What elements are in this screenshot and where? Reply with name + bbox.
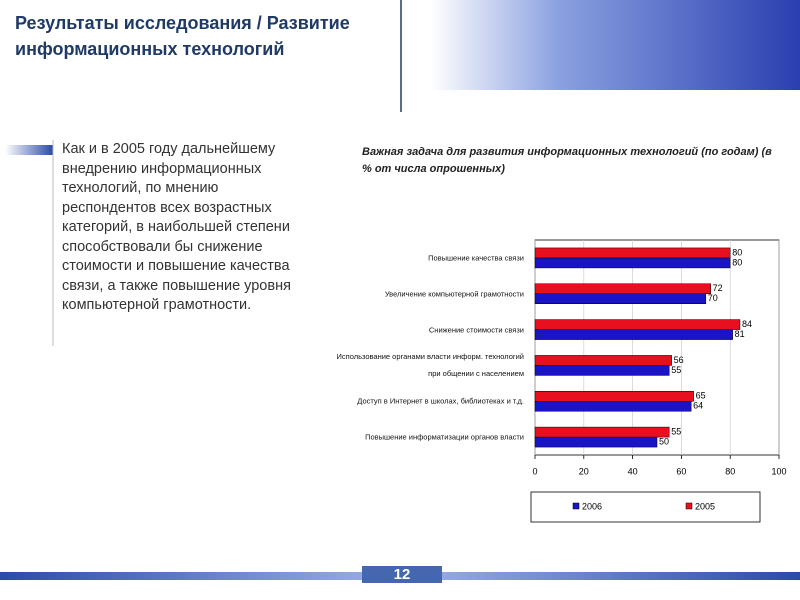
bar — [534, 247, 731, 259]
legend-label: 2005 — [695, 501, 715, 511]
bar — [534, 401, 692, 412]
value-label: 80 — [732, 247, 742, 257]
body-text: Как и в 2005 году дальнейшему внедрению … — [62, 141, 291, 313]
x-tick-label: 20 — [579, 466, 589, 476]
value-label: 72 — [713, 283, 723, 293]
bar — [534, 283, 711, 294]
category-label: Доступ в Интернет в школах, библиотеках … — [357, 396, 524, 406]
page-number: 12 — [393, 566, 411, 583]
x-tick-label: 60 — [676, 466, 686, 476]
bullet-bar — [5, 145, 53, 155]
category-label: Использование органами власти информ. те… — [336, 352, 525, 379]
value-label: 65 — [696, 391, 706, 401]
bar — [534, 391, 694, 402]
bar — [534, 329, 733, 340]
bar — [534, 365, 670, 376]
value-label: 55 — [671, 426, 681, 436]
value-label: 80 — [732, 257, 742, 267]
legend-swatch — [685, 502, 693, 510]
title: Результаты исследования / Развитие информ… — [15, 10, 350, 62]
x-tick-label: 0 — [532, 466, 537, 476]
value-label: 81 — [735, 329, 745, 339]
bar — [534, 355, 672, 366]
title-line: Результаты исследования / Развитие — [15, 13, 350, 33]
legend-swatch — [572, 502, 580, 510]
legend-box — [530, 491, 761, 523]
bar — [534, 436, 658, 448]
x-tick-label: 80 — [725, 466, 735, 476]
x-tick-label: 40 — [628, 466, 638, 476]
value-label: 84 — [742, 319, 752, 329]
chart-title: Важная задача для развития информационны… — [362, 146, 772, 175]
bar — [534, 293, 707, 304]
page-number-box — [362, 566, 442, 583]
value-label: 70 — [708, 293, 718, 303]
value-label: 64 — [693, 401, 703, 411]
category-label: Повышение качества связи — [428, 253, 524, 263]
bar — [534, 319, 741, 330]
x-tick-label: 100 — [771, 466, 786, 476]
category-label: Увеличение компьютерной грамотности — [384, 289, 524, 299]
value-label: 50 — [659, 436, 669, 446]
value-label: 55 — [671, 365, 681, 375]
bar — [534, 426, 670, 438]
header-decoration — [430, 0, 800, 90]
legend-label: 2006 — [582, 501, 602, 511]
title-line: информационных технологий — [15, 39, 285, 59]
bar — [534, 257, 731, 269]
category-label: Снижение стоимости связи — [428, 325, 524, 335]
value-label: 56 — [674, 355, 684, 365]
category-label: Повышение информатизации органов власти — [365, 432, 524, 442]
plot-area — [534, 239, 780, 456]
